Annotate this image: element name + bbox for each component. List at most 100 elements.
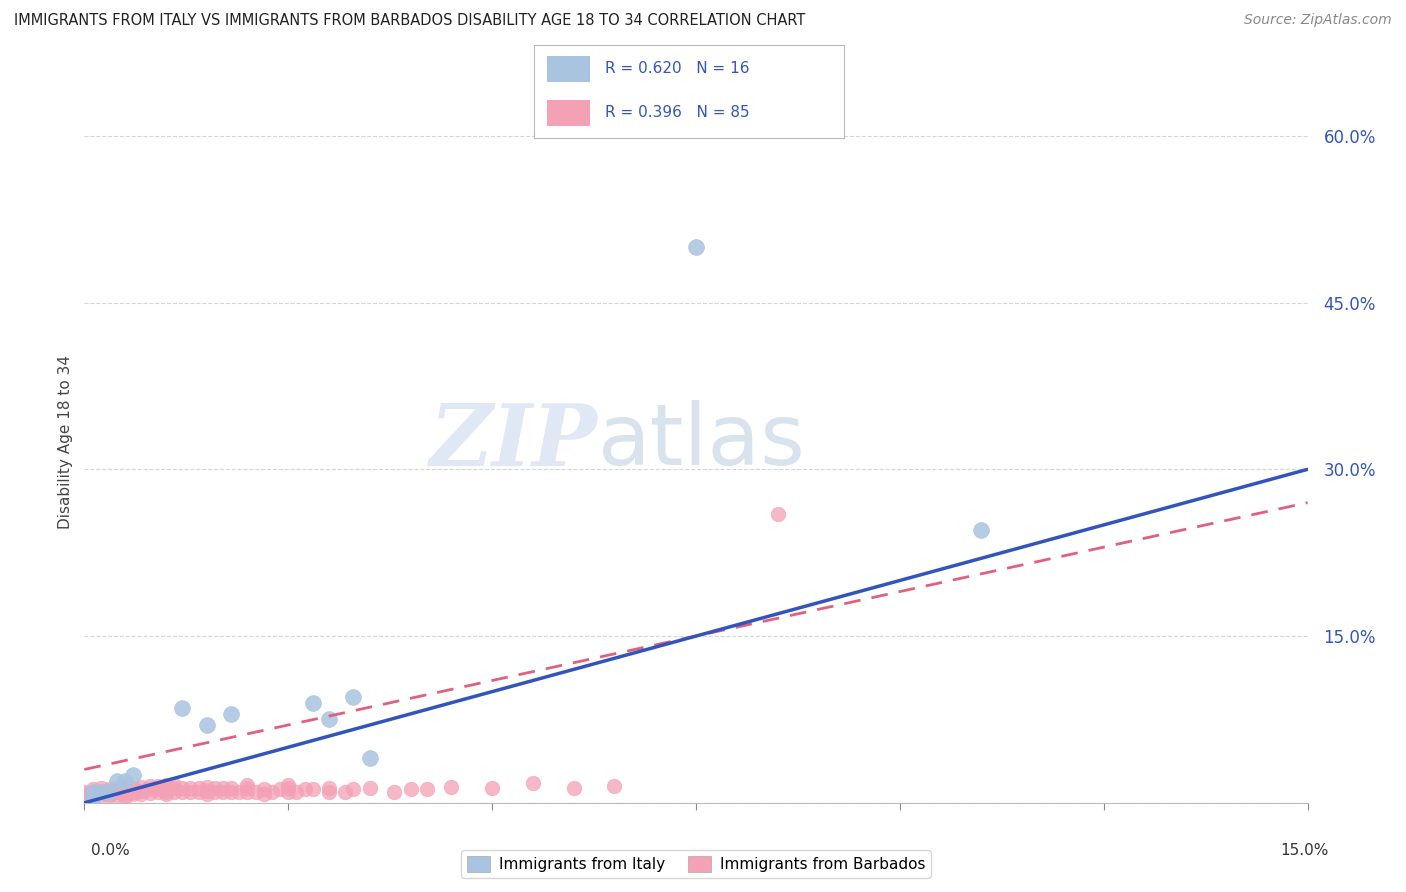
Point <box>219 785 242 799</box>
Point <box>318 781 340 796</box>
Point <box>195 787 218 801</box>
Point <box>187 785 209 799</box>
Point <box>105 788 128 802</box>
Point <box>277 785 299 799</box>
Point <box>146 779 169 793</box>
Point <box>97 785 120 799</box>
Point <box>399 782 422 797</box>
Point <box>187 781 209 796</box>
Point <box>179 785 201 799</box>
Point <box>90 781 112 796</box>
Point <box>318 785 340 799</box>
Text: R = 0.620   N = 16: R = 0.620 N = 16 <box>606 62 749 77</box>
Point <box>155 787 177 801</box>
Text: R = 0.396   N = 85: R = 0.396 N = 85 <box>606 105 749 120</box>
Point <box>382 785 405 799</box>
Point <box>766 507 789 521</box>
Point <box>138 786 160 800</box>
Point <box>685 240 707 254</box>
Point <box>359 751 381 765</box>
Point <box>970 524 993 538</box>
Bar <box>547 100 591 126</box>
Point <box>155 781 177 796</box>
Point <box>219 706 242 721</box>
Point <box>228 785 250 799</box>
Bar <box>547 56 591 82</box>
Point <box>440 780 463 795</box>
Point <box>179 781 201 796</box>
Point <box>122 787 145 801</box>
Point <box>114 773 136 788</box>
Point <box>195 780 218 795</box>
Point <box>172 785 194 799</box>
Point <box>212 781 235 796</box>
Point <box>236 785 259 799</box>
Point <box>277 778 299 792</box>
Text: Source: ZipAtlas.com: Source: ZipAtlas.com <box>1244 13 1392 28</box>
Point <box>172 781 194 796</box>
Point <box>146 782 169 797</box>
Point <box>236 781 259 796</box>
Point <box>146 785 169 799</box>
Point <box>269 782 291 797</box>
Point <box>97 785 120 799</box>
Point <box>114 782 136 797</box>
Point <box>73 787 96 801</box>
Point <box>163 778 186 792</box>
Point <box>562 781 585 796</box>
Point <box>82 790 104 805</box>
Point <box>114 790 136 805</box>
Text: 0.0%: 0.0% <box>91 843 131 858</box>
Point <box>342 782 364 797</box>
Point <box>82 788 104 802</box>
Point <box>301 782 323 797</box>
Point <box>90 785 112 799</box>
Point <box>301 696 323 710</box>
Point <box>416 782 439 797</box>
Point <box>73 790 96 805</box>
Point <box>285 785 308 799</box>
Point <box>90 785 112 799</box>
Point <box>342 690 364 705</box>
Point <box>105 773 128 788</box>
Point <box>359 781 381 796</box>
Point <box>294 782 316 797</box>
Point <box>172 701 194 715</box>
Point <box>138 782 160 797</box>
Point <box>245 785 267 799</box>
Text: atlas: atlas <box>598 400 806 483</box>
Point <box>318 713 340 727</box>
Point <box>114 779 136 793</box>
Point <box>204 781 226 796</box>
Point <box>82 782 104 797</box>
Point <box>122 785 145 799</box>
Point <box>335 785 357 799</box>
Point <box>219 781 242 796</box>
Point <box>195 783 218 797</box>
Point <box>82 785 104 799</box>
Point <box>253 782 276 797</box>
Point <box>204 785 226 799</box>
Point <box>131 787 153 801</box>
Point <box>82 790 104 805</box>
Point <box>73 785 96 799</box>
Text: 15.0%: 15.0% <box>1281 843 1329 858</box>
Point <box>236 778 259 792</box>
Text: IMMIGRANTS FROM ITALY VS IMMIGRANTS FROM BARBADOS DISABILITY AGE 18 TO 34 CORREL: IMMIGRANTS FROM ITALY VS IMMIGRANTS FROM… <box>14 13 806 29</box>
Point <box>481 781 503 796</box>
Point <box>522 776 544 790</box>
Y-axis label: Disability Age 18 to 34: Disability Age 18 to 34 <box>58 354 73 529</box>
Point <box>122 781 145 796</box>
Point <box>97 787 120 801</box>
Point <box>114 788 136 802</box>
Point <box>122 768 145 782</box>
Point <box>212 785 235 799</box>
Legend: Immigrants from Italy, Immigrants from Barbados: Immigrants from Italy, Immigrants from B… <box>461 850 931 879</box>
Point <box>105 785 128 799</box>
Point <box>260 785 283 799</box>
Point <box>253 787 276 801</box>
Point <box>163 781 186 796</box>
Point <box>90 788 112 802</box>
Point <box>114 785 136 799</box>
Point <box>277 781 299 796</box>
